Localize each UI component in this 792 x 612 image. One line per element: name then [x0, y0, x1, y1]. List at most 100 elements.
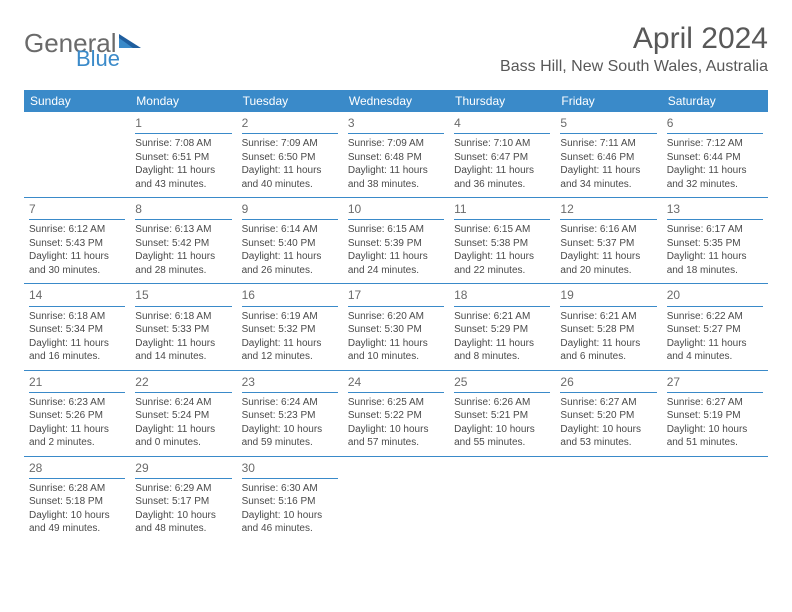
header: General Blue April 2024 Bass Hill, New S… [24, 22, 768, 76]
day-divider [242, 392, 338, 393]
day-divider [29, 219, 125, 220]
day-detail-line: Sunset: 5:28 PM [560, 323, 656, 337]
day-detail-line: and 40 minutes. [242, 178, 338, 192]
day-detail-line: Sunrise: 6:23 AM [29, 396, 125, 410]
day-divider [454, 392, 550, 393]
day-cell: 21Sunrise: 6:23 AMSunset: 5:26 PMDayligh… [24, 371, 130, 456]
day-cell: 11Sunrise: 6:15 AMSunset: 5:38 PMDayligh… [449, 198, 555, 283]
day-detail-line: Sunrise: 7:11 AM [560, 137, 656, 151]
day-divider [560, 306, 656, 307]
day-detail-line: and 0 minutes. [135, 436, 231, 450]
day-detail-line: Sunset: 5:18 PM [29, 495, 125, 509]
day-number: 8 [135, 201, 231, 217]
day-detail-line: Sunrise: 6:28 AM [29, 482, 125, 496]
day-detail-line: Daylight: 10 hours [348, 423, 444, 437]
day-detail-line: Sunrise: 6:22 AM [667, 310, 763, 324]
location-text: Bass Hill, New South Wales, Australia [500, 58, 768, 76]
day-detail-line: and 57 minutes. [348, 436, 444, 450]
day-detail-line: Sunset: 6:50 PM [242, 151, 338, 165]
day-detail-line: and 6 minutes. [560, 350, 656, 364]
day-detail-line: Sunrise: 6:16 AM [560, 223, 656, 237]
day-number: 18 [454, 287, 550, 303]
day-detail-line: Sunset: 5:29 PM [454, 323, 550, 337]
day-cell: 14Sunrise: 6:18 AMSunset: 5:34 PMDayligh… [24, 284, 130, 369]
day-detail-line: Daylight: 11 hours [29, 337, 125, 351]
day-cell: 17Sunrise: 6:20 AMSunset: 5:30 PMDayligh… [343, 284, 449, 369]
day-number: 11 [454, 201, 550, 217]
day-detail-line: and 34 minutes. [560, 178, 656, 192]
day-detail-line: Sunset: 6:44 PM [667, 151, 763, 165]
week-row: 21Sunrise: 6:23 AMSunset: 5:26 PMDayligh… [24, 371, 768, 457]
day-detail-line: Sunrise: 6:30 AM [242, 482, 338, 496]
day-divider [242, 478, 338, 479]
day-detail-line: and 10 minutes. [348, 350, 444, 364]
week-row: 7Sunrise: 6:12 AMSunset: 5:43 PMDaylight… [24, 198, 768, 284]
day-detail-line: Sunset: 5:38 PM [454, 237, 550, 251]
dow-friday: Friday [555, 90, 661, 112]
day-detail-line: and 4 minutes. [667, 350, 763, 364]
day-divider [454, 219, 550, 220]
day-detail-line: Daylight: 10 hours [560, 423, 656, 437]
day-divider [348, 219, 444, 220]
day-detail-line: Sunset: 5:34 PM [29, 323, 125, 337]
day-cell [449, 457, 555, 542]
day-detail-line: Sunrise: 6:24 AM [135, 396, 231, 410]
day-detail-line: Sunset: 6:48 PM [348, 151, 444, 165]
day-detail-line: and 43 minutes. [135, 178, 231, 192]
day-detail-line: Sunrise: 6:12 AM [29, 223, 125, 237]
day-detail-line: Daylight: 11 hours [242, 250, 338, 264]
day-divider [135, 392, 231, 393]
logo: General Blue [24, 28, 141, 56]
day-detail-line: Sunset: 5:20 PM [560, 409, 656, 423]
logo-text: General Blue [24, 28, 141, 56]
day-detail-line: and 32 minutes. [667, 178, 763, 192]
day-number: 29 [135, 460, 231, 476]
day-cell: 10Sunrise: 6:15 AMSunset: 5:39 PMDayligh… [343, 198, 449, 283]
day-detail-line: Sunset: 5:19 PM [667, 409, 763, 423]
dow-thursday: Thursday [449, 90, 555, 112]
dow-sunday: Sunday [24, 90, 130, 112]
day-detail-line: Sunset: 5:32 PM [242, 323, 338, 337]
day-cell: 18Sunrise: 6:21 AMSunset: 5:29 PMDayligh… [449, 284, 555, 369]
day-detail-line: Sunset: 5:40 PM [242, 237, 338, 251]
day-divider [29, 306, 125, 307]
day-cell [555, 457, 661, 542]
dow-saturday: Saturday [662, 90, 768, 112]
week-row: 1Sunrise: 7:08 AMSunset: 6:51 PMDaylight… [24, 112, 768, 198]
day-detail-line: Sunrise: 7:12 AM [667, 137, 763, 151]
day-divider [348, 306, 444, 307]
day-divider [560, 133, 656, 134]
dow-monday: Monday [130, 90, 236, 112]
day-detail-line: Daylight: 11 hours [242, 337, 338, 351]
day-detail-line: Daylight: 11 hours [667, 337, 763, 351]
day-detail-line: Daylight: 11 hours [560, 164, 656, 178]
day-detail-line: and 24 minutes. [348, 264, 444, 278]
day-cell [24, 112, 130, 197]
day-detail-line: and 36 minutes. [454, 178, 550, 192]
day-detail-line: Daylight: 11 hours [29, 423, 125, 437]
day-detail-line: Sunrise: 6:19 AM [242, 310, 338, 324]
day-detail-line: Daylight: 11 hours [454, 164, 550, 178]
day-detail-line: and 38 minutes. [348, 178, 444, 192]
day-detail-line: Sunrise: 6:24 AM [242, 396, 338, 410]
day-cell: 13Sunrise: 6:17 AMSunset: 5:35 PMDayligh… [662, 198, 768, 283]
day-cell: 25Sunrise: 6:26 AMSunset: 5:21 PMDayligh… [449, 371, 555, 456]
day-detail-line: Sunset: 6:51 PM [135, 151, 231, 165]
day-number: 16 [242, 287, 338, 303]
day-cell: 20Sunrise: 6:22 AMSunset: 5:27 PMDayligh… [662, 284, 768, 369]
day-number: 15 [135, 287, 231, 303]
day-cell: 6Sunrise: 7:12 AMSunset: 6:44 PMDaylight… [662, 112, 768, 197]
day-divider [560, 392, 656, 393]
day-number: 10 [348, 201, 444, 217]
day-detail-line: Daylight: 10 hours [667, 423, 763, 437]
day-number: 23 [242, 374, 338, 390]
day-detail-line: Daylight: 11 hours [348, 337, 444, 351]
day-number: 13 [667, 201, 763, 217]
title-block: April 2024 Bass Hill, New South Wales, A… [500, 22, 768, 76]
day-detail-line: Daylight: 11 hours [29, 250, 125, 264]
day-detail-line: Sunrise: 6:27 AM [560, 396, 656, 410]
day-divider [667, 133, 763, 134]
day-detail-line: Daylight: 11 hours [242, 164, 338, 178]
day-number: 2 [242, 115, 338, 131]
day-detail-line: Sunrise: 6:20 AM [348, 310, 444, 324]
